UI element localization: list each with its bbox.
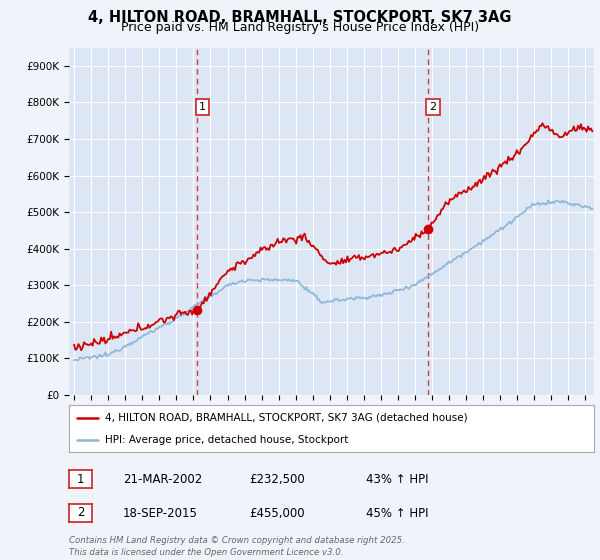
Text: 2: 2 [77, 506, 84, 520]
Text: 45% ↑ HPI: 45% ↑ HPI [366, 507, 428, 520]
Text: HPI: Average price, detached house, Stockport: HPI: Average price, detached house, Stoc… [105, 435, 348, 445]
Text: 18-SEP-2015: 18-SEP-2015 [123, 507, 198, 520]
Text: 1: 1 [199, 101, 206, 111]
Text: 1: 1 [77, 473, 84, 486]
Text: £232,500: £232,500 [249, 473, 305, 487]
Text: 4, HILTON ROAD, BRAMHALL, STOCKPORT, SK7 3AG (detached house): 4, HILTON ROAD, BRAMHALL, STOCKPORT, SK7… [105, 413, 467, 423]
Text: £455,000: £455,000 [249, 507, 305, 520]
Text: Price paid vs. HM Land Registry's House Price Index (HPI): Price paid vs. HM Land Registry's House … [121, 21, 479, 34]
Text: Contains HM Land Registry data © Crown copyright and database right 2025.
This d: Contains HM Land Registry data © Crown c… [69, 536, 405, 557]
Text: 21-MAR-2002: 21-MAR-2002 [123, 473, 202, 487]
Text: 43% ↑ HPI: 43% ↑ HPI [366, 473, 428, 487]
Text: 4, HILTON ROAD, BRAMHALL, STOCKPORT, SK7 3AG: 4, HILTON ROAD, BRAMHALL, STOCKPORT, SK7… [88, 10, 512, 25]
Text: 2: 2 [430, 101, 436, 111]
